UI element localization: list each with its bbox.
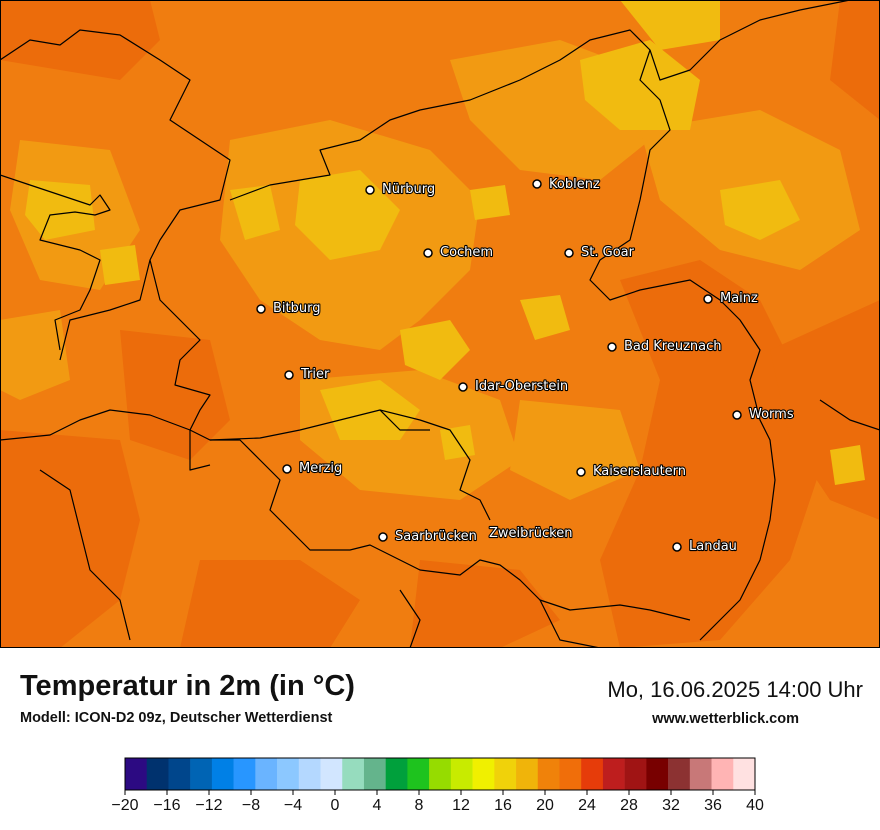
legend-swatch — [472, 758, 495, 790]
city-label-trier: Trier — [300, 367, 330, 382]
legend-swatch — [211, 758, 234, 790]
legend-swatch — [516, 758, 539, 790]
legend-swatch — [450, 758, 473, 790]
city-label-idaroberstein: Idar-Oberstein — [475, 379, 568, 394]
legend-swatch — [602, 758, 625, 790]
legend-swatch — [385, 758, 408, 790]
temperature-map: Nürburg Koblenz Cochem St. Goar Mainz Bi… — [0, 0, 880, 648]
city-bitburg: Bitburg — [256, 300, 322, 317]
legend-tick-label: 40 — [746, 797, 764, 814]
city-idaroberstein: Idar-Oberstein — [458, 378, 569, 395]
city-zweibruecken: Zweibrücken — [488, 525, 574, 542]
legend-tick-label: 8 — [415, 797, 424, 814]
city-label-saarbruecken: Saarbrücken — [395, 529, 477, 544]
legend-swatch — [559, 758, 582, 790]
legend-swatch — [125, 758, 148, 790]
city-label-landau: Landau — [689, 539, 737, 554]
city-label-bitburg: Bitburg — [273, 301, 321, 316]
legend-swatch — [298, 758, 321, 790]
forecast-datetime: Mo, 16.06.2025 14:00 Uhr — [607, 677, 863, 702]
legend-swatch — [429, 758, 452, 790]
city-label-zweibruecken: Zweibrücken — [489, 526, 572, 541]
legend-tick-label: 0 — [331, 797, 340, 814]
city-badkreuznach: Bad Kreuznach — [607, 338, 723, 355]
legend-tick-label: 28 — [620, 797, 638, 814]
legend-swatch — [624, 758, 647, 790]
city-label-stgoar: St. Goar — [581, 245, 635, 260]
legend-swatch — [494, 758, 517, 790]
legend-tick-label: −20 — [111, 797, 138, 814]
city-cochem: Cochem — [423, 244, 494, 261]
city-worms: Worms — [732, 406, 795, 423]
city-koblenz: Koblenz — [532, 176, 601, 193]
city-trier: Trier — [284, 366, 331, 383]
legend-swatch — [255, 758, 278, 790]
legend-swatch — [733, 758, 756, 790]
legend-swatch — [689, 758, 712, 790]
legend-tick-label: 4 — [373, 797, 382, 814]
legend-swatch — [342, 758, 365, 790]
city-label-koblenz: Koblenz — [549, 177, 600, 192]
legend-ticks: −20 −16 −12 −8 −4 0 4 8 12 16 20 24 28 32 36 40 — [111, 790, 764, 814]
city-merzig: Merzig — [282, 460, 343, 477]
city-kaiserslautern: Kaiserslautern — [576, 463, 687, 480]
city-label-kaiserslautern: Kaiserslautern — [593, 464, 686, 479]
legend-tick-label: −16 — [153, 797, 180, 814]
legend-swatch — [581, 758, 604, 790]
city-label-mainz: Mainz — [720, 291, 758, 306]
legend-swatch — [711, 758, 734, 790]
city-mainz: Mainz — [703, 290, 759, 307]
borders — [0, 0, 880, 648]
legend-tick-label: 24 — [578, 797, 596, 814]
legend-tick-label: 16 — [494, 797, 512, 814]
hot-regions — [0, 0, 880, 648]
map-title: Temperatur in 2m (in °C) — [20, 670, 355, 702]
legend-tick-label: 20 — [536, 797, 554, 814]
legend-swatch — [168, 758, 191, 790]
legend-swatch — [190, 758, 213, 790]
legend-swatch — [233, 758, 256, 790]
legend-swatches — [124, 757, 756, 791]
city-nuerburg: Nürburg — [365, 181, 436, 198]
legend-swatch — [407, 758, 430, 790]
legend-tick-label: 32 — [662, 797, 680, 814]
legend-swatch — [668, 758, 691, 790]
city-saarbruecken: Saarbrücken — [378, 528, 478, 545]
legend-swatch — [277, 758, 300, 790]
city-label-merzig: Merzig — [299, 461, 342, 476]
legend-tick-label: −4 — [284, 797, 302, 814]
legend-frame — [124, 757, 756, 791]
legend-swatch — [146, 758, 169, 790]
city-label-cochem: Cochem — [440, 245, 493, 260]
legend-tick-label: −8 — [242, 797, 260, 814]
city-label-nuerburg: Nürburg — [382, 182, 435, 197]
legend-swatch — [363, 758, 386, 790]
city-landau: Landau — [672, 538, 738, 555]
legend-tick-label: −12 — [195, 797, 222, 814]
city-stgoar: St. Goar — [564, 244, 636, 261]
legend-tick-label: 12 — [452, 797, 470, 814]
legend-swatch — [646, 758, 669, 790]
city-label-worms: Worms — [749, 407, 794, 422]
legend-swatch — [320, 758, 343, 790]
city-label-badkreuznach: Bad Kreuznach — [624, 339, 722, 354]
legend-swatch — [537, 758, 560, 790]
color-legend: −20 −16 −12 −8 −4 0 4 8 12 16 20 24 28 32 36 40 — [111, 757, 764, 814]
legend-tick-label: 36 — [704, 797, 722, 814]
city-markers: Nürburg Koblenz Cochem St. Goar Mainz Bi… — [256, 176, 795, 555]
website-link[interactable]: www.wetterblick.com — [652, 711, 799, 727]
model-credit: Modell: ICON-D2 09z, Deutscher Wetterdie… — [20, 710, 333, 726]
